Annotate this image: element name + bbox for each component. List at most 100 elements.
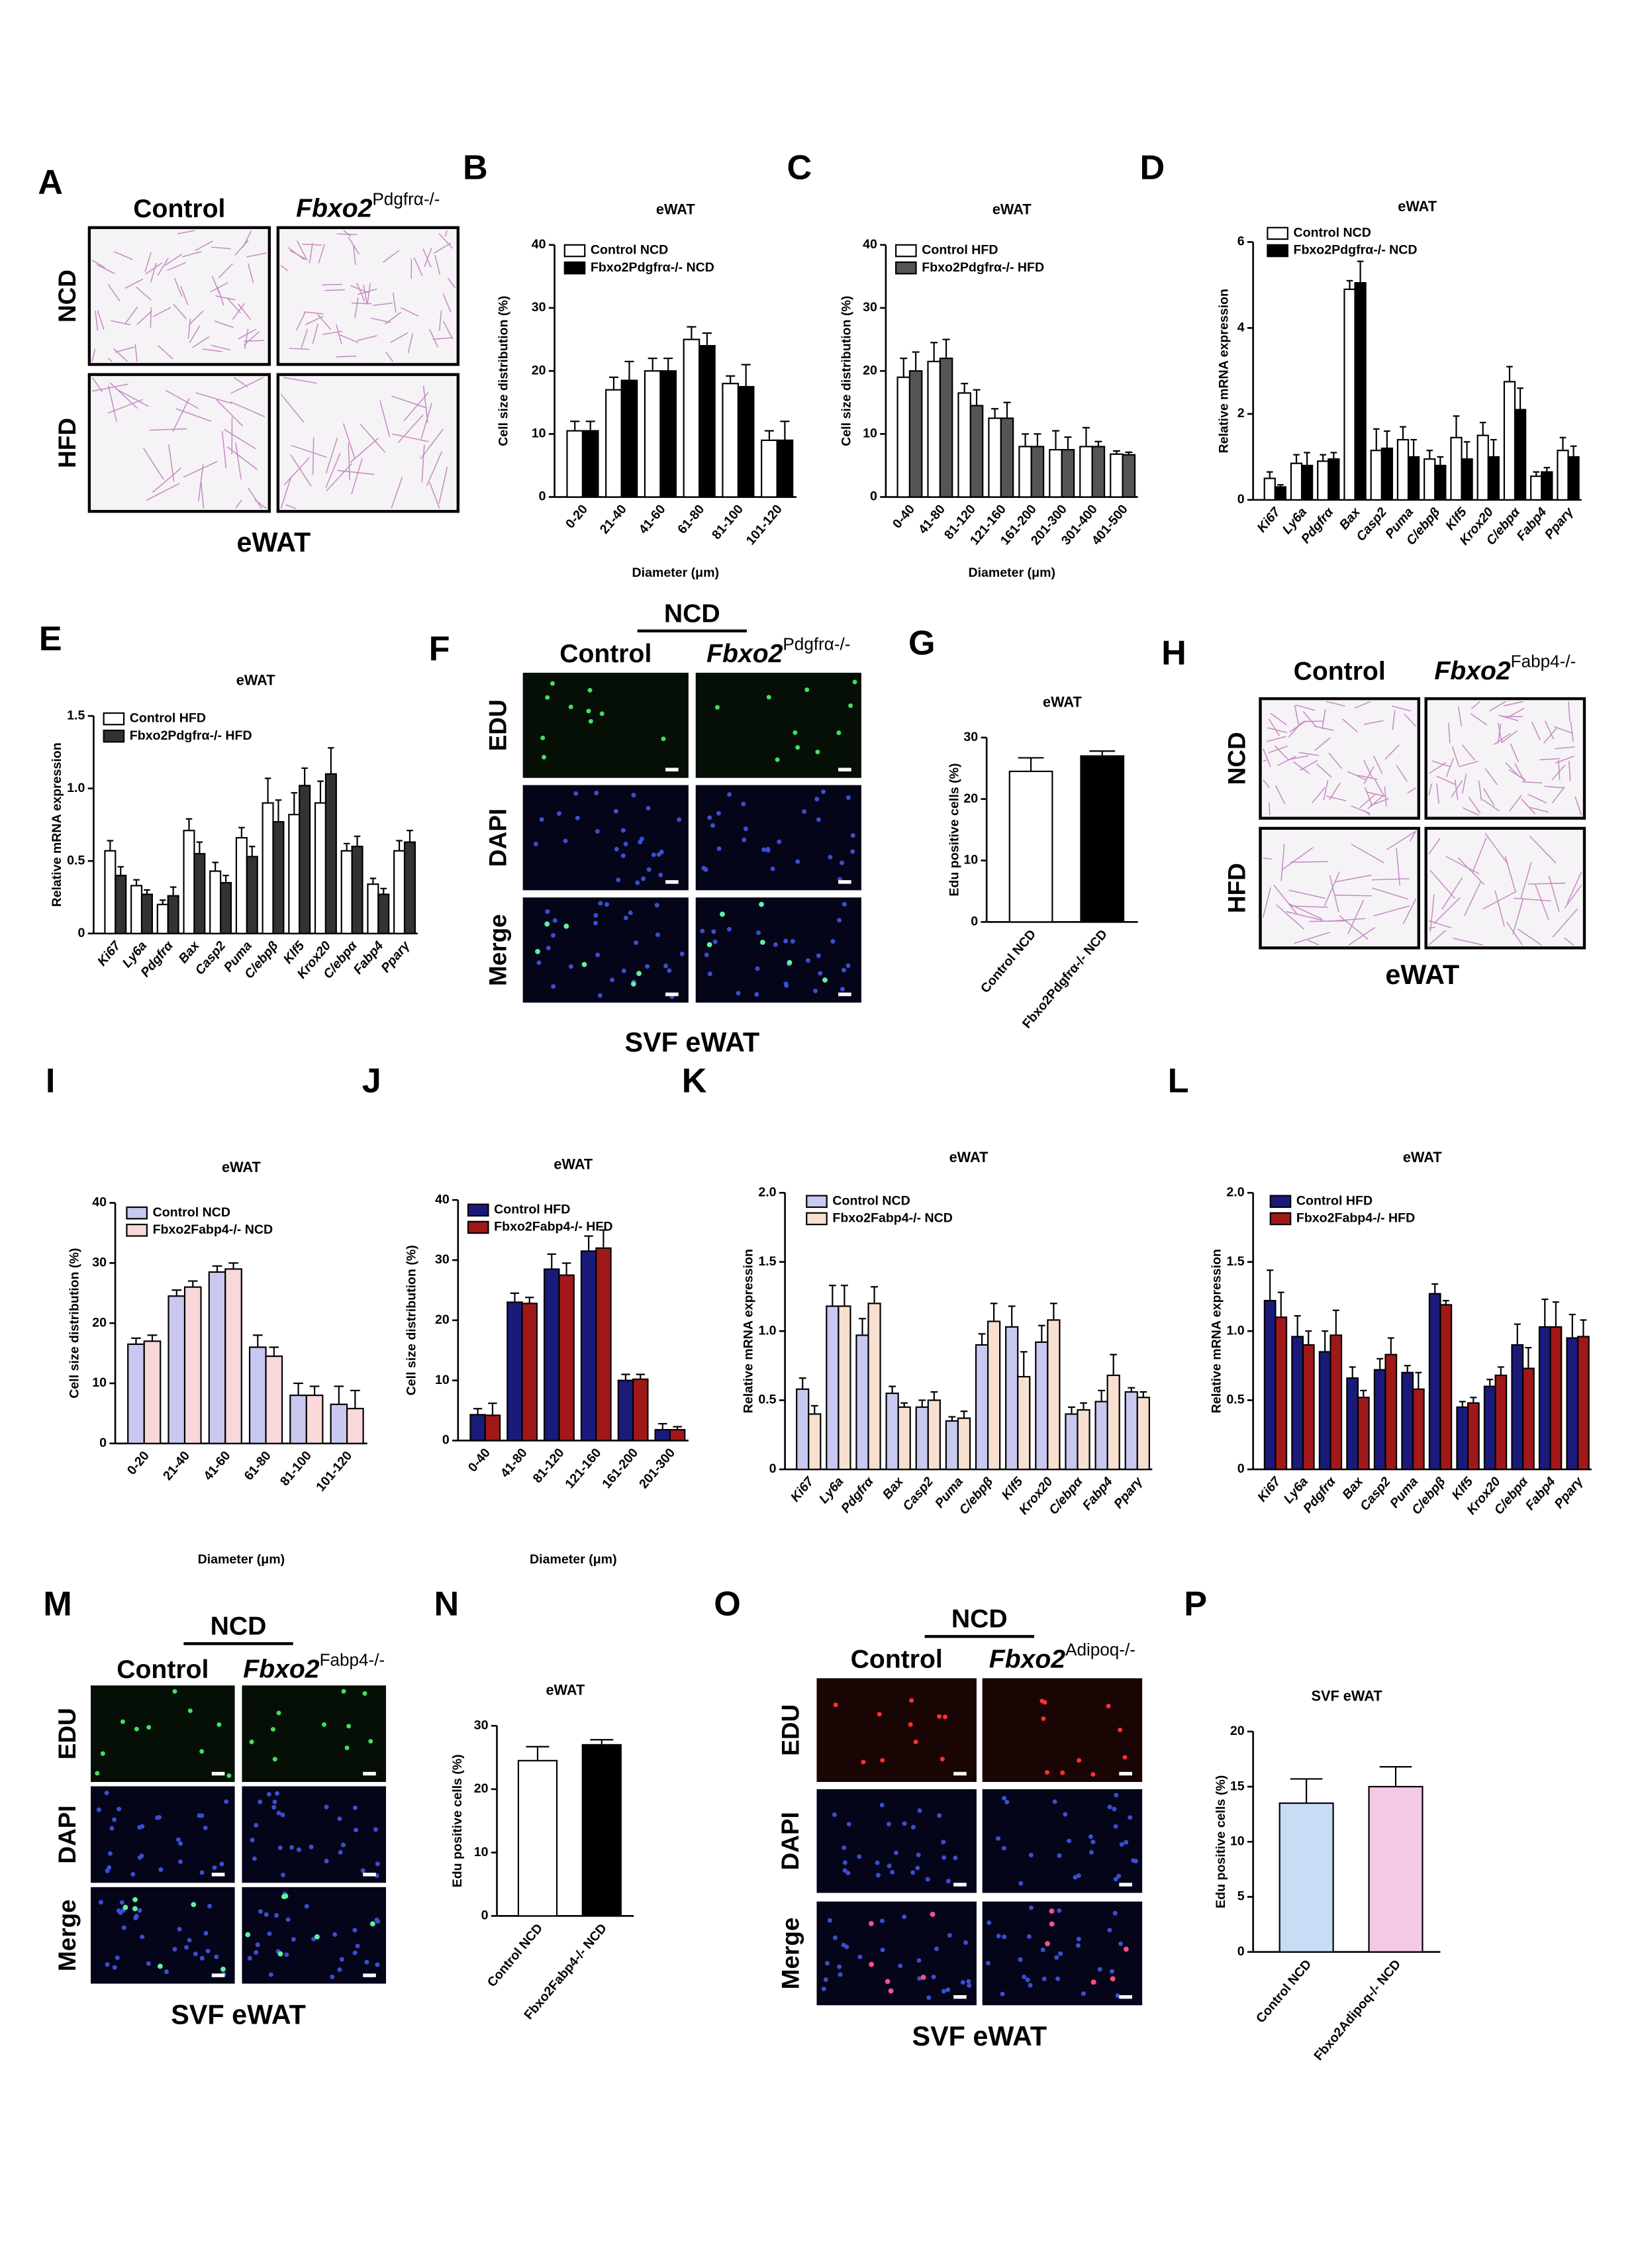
cell-membrane [1322, 709, 1326, 730]
nucleus [836, 730, 842, 736]
nucleus [1055, 1976, 1061, 1981]
x-tick-label: 81-100 [709, 502, 746, 542]
panel-letter: L [1168, 1062, 1189, 1101]
nucleus [941, 1840, 946, 1845]
cell-membrane [301, 328, 309, 348]
cell-membrane [444, 230, 448, 237]
cell-membrane [115, 388, 149, 407]
nucleus [1097, 1967, 1102, 1972]
nucleus [207, 1903, 213, 1908]
cell-membrane [1286, 911, 1323, 921]
nucleus [536, 960, 542, 965]
nucleus [133, 1916, 138, 1921]
cell-membrane [134, 344, 138, 362]
nucleus [272, 1757, 277, 1762]
scale-bar [363, 1771, 376, 1776]
cell-membrane [1461, 744, 1476, 761]
bar [620, 379, 638, 498]
y-axis-label: Cell size distribution (%) [839, 296, 853, 446]
cell-membrane [1543, 727, 1558, 744]
cell-membrane [1552, 909, 1578, 938]
cell-membrane [1451, 780, 1463, 798]
nucleus [355, 1944, 360, 1949]
cell-membrane [421, 444, 425, 483]
nucleus [876, 1873, 881, 1878]
cell-membrane [1520, 862, 1532, 899]
nucleus [943, 1714, 947, 1720]
nucleus [845, 963, 851, 968]
fluorescence-image [522, 897, 689, 1003]
cell-membrane [113, 348, 128, 362]
cell-membrane [438, 466, 448, 504]
cell-membrane [1267, 727, 1287, 734]
nucleus [916, 1958, 922, 1963]
nucleus [766, 695, 771, 700]
cell-membrane [1551, 764, 1566, 781]
nucleus [880, 1757, 885, 1763]
x-tick-label: Fabp4 [1523, 1474, 1559, 1512]
x-tick-label: 0-20 [124, 1448, 152, 1477]
y-tick-label: 30 [474, 1718, 489, 1732]
bar [1467, 1402, 1480, 1471]
cell-membrane [1483, 788, 1495, 807]
nucleus [291, 1937, 296, 1942]
cell-membrane [1334, 874, 1372, 883]
legend-label: Control NCD [153, 1205, 230, 1220]
nucleus [545, 909, 550, 914]
bar [761, 439, 778, 498]
nucleus [573, 791, 579, 796]
fluorescence-image [91, 1887, 235, 1984]
nucleus [893, 1850, 898, 1855]
cell-membrane [1528, 807, 1549, 813]
y-tick-label: 2.0 [1226, 1185, 1244, 1199]
nucleus [1041, 1716, 1046, 1721]
panel-letter: C [787, 148, 812, 187]
nucleus [814, 797, 820, 802]
nucleus [908, 1722, 913, 1727]
cell-membrane [1270, 713, 1287, 726]
scale-bar [953, 1995, 967, 1999]
nucleus [568, 705, 573, 710]
bar [1380, 447, 1393, 501]
nucleus [563, 838, 568, 844]
cell-membrane [357, 335, 377, 341]
cell-membrane [429, 481, 440, 509]
x-tick-label: 41-60 [201, 1448, 233, 1483]
x-axis-label: Diameter (μm) [632, 566, 720, 580]
bar [1000, 417, 1014, 498]
cell-membrane [1457, 707, 1463, 727]
nucleus [1067, 1838, 1072, 1844]
cell-membrane [305, 315, 324, 326]
cell-membrane [144, 252, 152, 272]
cell-membrane [1429, 869, 1455, 899]
nucleus [595, 952, 601, 958]
cell-membrane [1428, 926, 1435, 929]
cell-membrane [1326, 701, 1345, 707]
cell-membrane [197, 464, 204, 502]
panel-letter: O [714, 1585, 741, 1623]
nucleus [1118, 1728, 1123, 1732]
y-tick-label: 10 [863, 426, 877, 441]
cell-membrane [1314, 725, 1334, 731]
cell-membrane [226, 297, 241, 314]
y-tick-label: 1.0 [1226, 1323, 1244, 1338]
cell-membrane [1468, 796, 1481, 814]
bar [1302, 1344, 1315, 1471]
image-caption: SVF eWAT [625, 1027, 760, 1058]
panel-letter: B [463, 148, 488, 187]
cell-membrane [391, 395, 428, 409]
cell-membrane [309, 243, 313, 264]
y-tick-label: 0 [870, 489, 877, 504]
cell-membrane [1351, 844, 1384, 863]
nucleus [272, 1799, 277, 1804]
cell-membrane [1436, 783, 1440, 804]
cell-membrane [356, 282, 365, 302]
nucleus [1041, 1976, 1047, 1981]
nucleus [593, 912, 599, 918]
bar [314, 802, 327, 934]
bar [305, 1395, 324, 1444]
cell-membrane [1266, 736, 1286, 742]
bar [1476, 434, 1489, 501]
y-tick-label: 1.5 [1226, 1254, 1244, 1269]
nucleus [254, 1822, 259, 1828]
